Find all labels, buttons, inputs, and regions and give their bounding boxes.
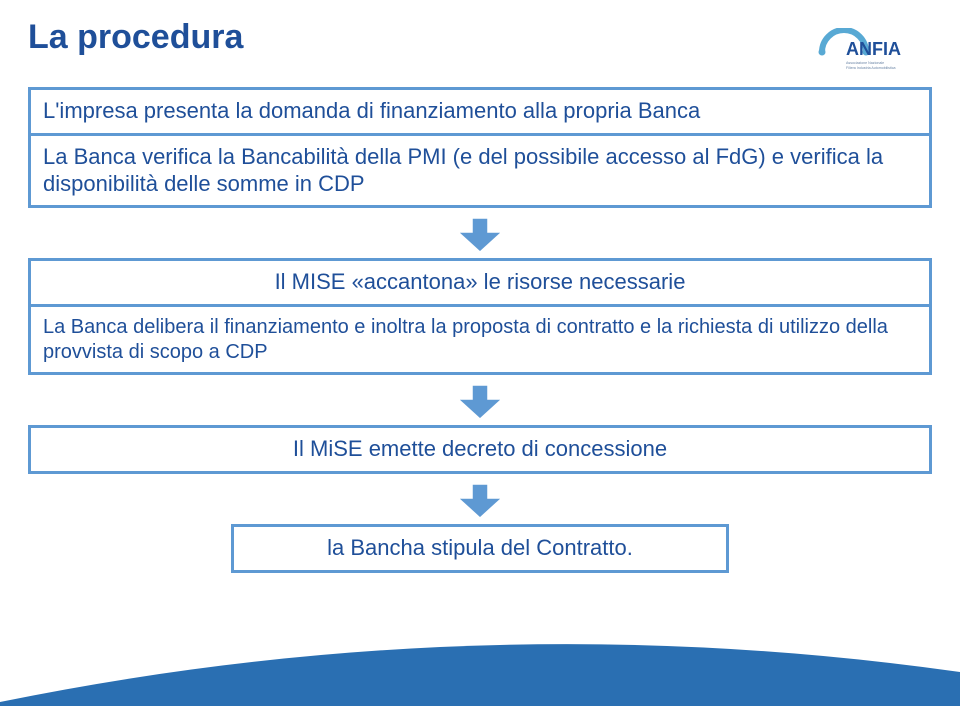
step-1-group: L'impresa presenta la domanda di finanzi… [28,87,932,208]
arrow-3 [456,484,504,518]
page-title: La procedura [28,18,932,57]
logo-text: ANFIA [846,39,901,59]
step-2b: La Banca delibera il finanziamento e ino… [28,307,932,375]
svg-text:Associazione Nazionale: Associazione Nazionale [846,61,884,65]
step-2a: Il MISE «accantona» le risorse necessari… [28,258,932,307]
logo: ANFIA Associazione Nazionale Filiera Ind… [816,28,936,81]
step-2-group: Il MISE «accantona» le risorse necessari… [28,258,932,375]
slide-page: La procedura ANFIA Associazione Nazional… [0,0,960,706]
arrow-2 [456,385,504,419]
arrow-1 [456,218,504,252]
step-4a: la Bancha stipula del Contratto. [231,524,728,573]
page-number: 8 [932,677,940,694]
footer-curve [0,632,960,706]
step-4-group: la Bancha stipula del Contratto. [231,524,728,573]
flowchart: L'impresa presenta la domanda di finanzi… [28,87,932,573]
svg-text:Filiera Industria Automobilist: Filiera Industria Automobilistica [846,66,896,70]
step-1b: La Banca verifica la Bancabilità della P… [28,136,932,209]
step-3a: Il MiSE emette decreto di concessione [28,425,932,474]
step-1a: L'impresa presenta la domanda di finanzi… [28,87,932,136]
step-3-group: Il MiSE emette decreto di concessione [28,425,932,474]
